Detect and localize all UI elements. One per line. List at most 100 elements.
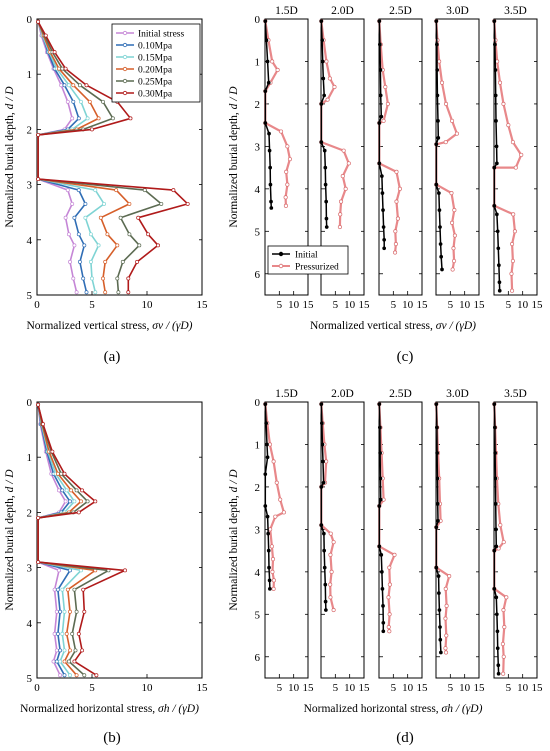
panel-d-subplot-4-initial-point: [434, 525, 439, 530]
panel-c-subplot-2-initial-point: [319, 19, 324, 23]
panel-d-subplot-3-initial-point: [380, 586, 385, 591]
panel-a-series-4-point: [127, 201, 132, 206]
panel-c-subplot-3-pressurized-point: [393, 229, 398, 234]
panel-a-series-5-point: [77, 83, 82, 88]
panel-c-subplot-5-pressurized-point: [497, 80, 503, 85]
panel-c-subplot-4-pressurized-point: [452, 208, 457, 213]
panel-c-subplot-3-initial-point: [381, 208, 385, 212]
panel-c-subplot-1-pressurized-line: [264, 20, 291, 206]
panel-c-subplot-1-ytick-label: 2: [255, 99, 261, 111]
panel-d-subplot-3-xtick-label: 15: [417, 682, 429, 694]
panel-a-series-6: [36, 19, 190, 295]
panel-d-subplot-1-xtick-label: 5: [277, 682, 283, 694]
panel-c-subplot-1-pressurized-point: [279, 129, 284, 134]
panel-c-subplot-1-ytick-label: 3: [255, 141, 261, 153]
panel-b-series-1-point: [52, 587, 57, 592]
panel-a-series-2-point: [84, 290, 89, 295]
panel-d-subplot-2-pressurized-point: [329, 569, 334, 574]
panel-a-series-3-point: [83, 215, 88, 220]
panel-b-ytick-label: 5: [27, 673, 33, 685]
panel-d-subplot-5-initial-point: [496, 663, 501, 668]
panel-b-ylabel: Normalized burial depth, d / D: [4, 469, 16, 611]
panel-b-xtick-label: 10: [142, 682, 154, 694]
panel-a-series-1-point: [68, 259, 72, 264]
panel-d-subplot-1-initial-point: [265, 514, 270, 519]
panel-d-subplot-3-pressurized-line: [378, 404, 396, 632]
panel-a-series-1-line: [37, 21, 78, 293]
panel-b-series-3-point: [60, 631, 65, 636]
panel-a-legend-label-2: 0.10Mpa: [138, 42, 173, 52]
panel-c-subplot-3-initial-point: [377, 161, 382, 166]
panel-a-ytick-label: 3: [27, 180, 33, 192]
panel-b-series-4-point: [64, 631, 69, 636]
panel-c-subplot-4-initial-point: [440, 267, 444, 272]
panel-d-subplot-4-pressurized-line: [435, 404, 451, 653]
panel-a-series-1-point: [71, 276, 76, 281]
panel-c-subplot-2-initial-point: [320, 38, 324, 43]
panel-c-subplot-4-initial-point: [438, 225, 442, 229]
panel-a-series-5-point: [101, 99, 105, 104]
panel-a-ylabel: Normalized burial depth, d / D: [4, 86, 16, 228]
panel-c-subplot-2: 5 10 15 2.0D: [319, 5, 370, 311]
panel-b-series-3-point: [68, 673, 72, 678]
panel-a-series-2-point: [76, 232, 81, 237]
panel-c-subplot-4-initial: [434, 19, 444, 272]
panel-b-series-1-point: [54, 609, 59, 614]
panel-d-subplot-3-pressurized-point: [387, 582, 392, 587]
panel-c-subplot-5-initial-point: [496, 246, 501, 251]
panel-c-subplot-5-initial-point: [492, 203, 497, 208]
panel-c-subplot-5-pressurized-point: [513, 165, 518, 170]
panel-d-subplot-4-initial: [434, 402, 443, 655]
panel-a-legend-label-6: 0.30Mpa: [138, 90, 173, 100]
panel-c-subplot-4-initial-point: [436, 136, 441, 140]
panel-a-series-1-point: [70, 201, 75, 206]
panel-a-legend-label-3: 0.15Mpa: [138, 54, 173, 64]
panel-c-subplot-3-pressurized-point: [395, 216, 400, 221]
panel-b-series-2-point: [58, 648, 63, 653]
panel-c-subplot-5: 5 10 15 3.5D: [492, 5, 543, 311]
panel-c-subplot-5-pressurized-point: [519, 152, 524, 157]
panel-d-subplot-4-pressurized-point: [447, 574, 452, 579]
panel-b-series-6-point: [80, 488, 85, 493]
panel-a-series-3-point: [93, 290, 98, 295]
panel-d-subplot-2-initial-point: [322, 565, 327, 570]
panel-c-subplot-1-initial-point: [269, 199, 273, 204]
panel-d-subplot-2-initial: [319, 402, 328, 612]
panel-d-xlabel: Normalized horizontal stress, σh / (γD): [304, 703, 483, 715]
panel-d-subplot-3-initial-point: [378, 476, 383, 481]
panel-c-subplot-5-initial-point: [493, 42, 497, 47]
panel-b-series-5-point: [73, 648, 78, 653]
panel-a-legend-label-1: Initial stress: [138, 30, 184, 40]
panel-a-series-6-line: [37, 21, 189, 293]
panel-d-subplot-3-initial-point: [377, 402, 382, 406]
panel-d-subplot-3-pressurized-point: [387, 612, 392, 617]
panel-a-xtick-label: 10: [142, 299, 154, 311]
panel-c-subplot-4-pressurized-point: [450, 118, 455, 123]
panel-a-series-3-line: [37, 21, 105, 293]
panel-d-subplot-3-initial-point: [378, 497, 383, 502]
panel-d-subplot-3-pressurized-point: [386, 595, 391, 600]
panel-a-series-2-point: [77, 259, 82, 264]
panel-a-xtick-label: 0: [34, 299, 40, 311]
panel-a-legend-entry-2: 0.10Mpa: [116, 42, 173, 52]
panel-c-subplot-2-initial-point: [324, 199, 329, 204]
panel-a-ytick-label: 2: [27, 124, 33, 136]
panel-a-series-1-point: [63, 215, 68, 220]
panel-c-subplot-5-xtick-label: 5: [506, 299, 512, 311]
panel-b-series-4-point: [79, 499, 83, 504]
panel-c-subplot-2-frame: [320, 18, 365, 296]
panel-a-series-4-point: [105, 232, 110, 237]
panel-c-subplot-2-pressurized-point: [325, 97, 330, 102]
panel-d-subplot-5-pressurized-point: [496, 546, 501, 551]
panel-b-series-6-point: [93, 499, 98, 504]
panel-a-frame: [36, 18, 203, 296]
panel-c-subplot-1-ytick-label: 5: [255, 226, 261, 238]
panel-a-series-4-point: [103, 290, 108, 295]
panel-d-subplot-5-pressurized-line: [493, 404, 508, 674]
panel-c-subplot-3-initial-point: [377, 121, 382, 125]
panel-c-subplot-4-initial-point: [439, 254, 444, 259]
panel-b-xlabel: Normalized horizontal stress, σh / (γD): [20, 703, 199, 715]
panel-d-subplot-2-pressurized-point: [331, 540, 336, 545]
panel-c-subplot-3-pressurized-point: [381, 118, 386, 123]
panel-a-series-5-point: [60, 66, 65, 71]
